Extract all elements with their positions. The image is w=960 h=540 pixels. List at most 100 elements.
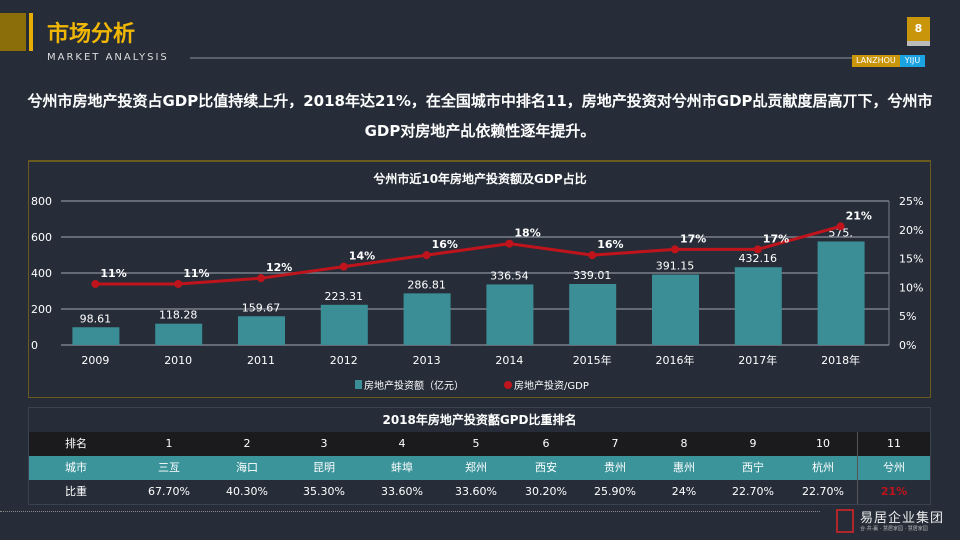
- ratio-cell: 25.90%: [594, 485, 636, 498]
- left-axis-tick: 200: [31, 303, 52, 316]
- x-axis-tick: 2012: [330, 354, 358, 367]
- city-cell: 杭州: [812, 461, 834, 474]
- line-point: [339, 262, 348, 271]
- line-point: [257, 274, 265, 283]
- header-divider: [190, 57, 920, 59]
- city-cell: 郑州: [465, 461, 487, 474]
- legend-line-swatch: [504, 381, 512, 389]
- bar: [72, 327, 120, 345]
- ranking-table: 2018年房地产投资嚭GPD比重排名 排名 1 2 3 4 5 6 7 8 9 10 11 城市 三亙 海…: [28, 407, 931, 505]
- city-cell: 惠州: [673, 461, 695, 474]
- rank-cell: 7: [611, 437, 619, 450]
- x-axis-tick: 2013: [413, 354, 441, 367]
- page-title: 市场分析: [47, 22, 136, 47]
- chart-panel: 兮州市近10年房地产投资额及GDP占比 0 200 400 600 800 0% 5% 10% 1…: [28, 160, 931, 398]
- rank-cell: 3: [320, 437, 328, 450]
- bar: [817, 241, 865, 345]
- legend-bar-label: 房地产投资额（亿元）: [364, 379, 464, 392]
- rank-cell: 10: [816, 437, 830, 450]
- bar-label: 575.: [828, 227, 853, 240]
- logo-text: 易居企业集团: [860, 511, 945, 526]
- line-point: [174, 279, 183, 288]
- bar-label: 391.15: [656, 260, 695, 273]
- city-cell: 西安: [535, 461, 557, 474]
- city-label: 城市: [65, 461, 87, 474]
- x-axis-tick: 2011: [247, 354, 275, 367]
- bar: [238, 316, 285, 345]
- line-label: 16%: [597, 238, 623, 251]
- right-axis-tick: 15%: [899, 253, 923, 266]
- city-cell: 西宁: [742, 461, 764, 474]
- footer-divider: [0, 511, 820, 512]
- right-axis-tick: 25%: [899, 195, 923, 208]
- table-row-ratio: 比重 67.70% 40.30% 35.30% 33.60% 33.60% 30.20% 25…: [29, 480, 930, 504]
- line-point: [671, 245, 679, 254]
- bar: [486, 284, 534, 345]
- bar-label: 159.67: [242, 301, 281, 314]
- line-label: 17%: [680, 232, 706, 245]
- city-cell: 兮州: [857, 456, 930, 480]
- x-axis-tick: 2015年: [573, 353, 612, 367]
- line-series: [95, 224, 842, 286]
- ratio-cell: 67.70%: [148, 485, 190, 498]
- rank-cell: 6: [542, 437, 550, 450]
- ratio-cell: 21%: [857, 480, 930, 504]
- legend-bar-swatch: [355, 380, 362, 389]
- right-axis-tick: 5%: [899, 310, 916, 323]
- line-point: [588, 251, 597, 260]
- brand-right: YIJU: [899, 55, 926, 67]
- ratio-cell: 33.60%: [381, 485, 423, 498]
- ratio-cell: 35.30%: [303, 485, 345, 498]
- bar: [652, 274, 699, 345]
- line-label: 16%: [432, 238, 458, 251]
- bar-label: 286.81: [407, 278, 446, 291]
- line-point: [836, 222, 845, 231]
- rank-cell: 9: [749, 437, 757, 450]
- ratio-cell: 22.70%: [802, 485, 844, 498]
- line-label: 11%: [183, 267, 209, 280]
- combo-chart: 兮州市近10年房地产投资额及GDP占比 0 200 400 600 800 0% 5% 10% 1…: [31, 171, 923, 392]
- rank-cell: 8: [680, 437, 688, 450]
- line-point: [422, 251, 431, 260]
- line-label: 21%: [846, 209, 872, 222]
- rank-label: 排名: [65, 437, 87, 450]
- right-axis-tick: 0%: [899, 339, 916, 352]
- ratio-cell: 30.20%: [525, 485, 567, 498]
- ratio-label: 比重: [65, 485, 87, 498]
- bar: [320, 304, 368, 345]
- line-label: 14%: [349, 250, 375, 263]
- bar-label: 336.54: [490, 269, 529, 282]
- brand-tag: LANZHOU YIJU: [852, 55, 926, 67]
- city-cell: 贵州: [604, 461, 626, 474]
- x-axis-tick: 2009: [81, 354, 109, 367]
- rank-cell: 4: [398, 437, 406, 450]
- ratio-cell: 33.60%: [455, 485, 497, 498]
- x-axis-tick: 2017年: [738, 353, 777, 367]
- line-label: 17%: [763, 232, 789, 245]
- bar-label: 98.61: [80, 312, 112, 325]
- page-number-underline: [907, 41, 930, 46]
- city-cell: 海口: [236, 461, 258, 474]
- x-axis-tick: 2018年: [821, 353, 860, 367]
- bar-label: 432.16: [739, 252, 778, 265]
- line-label: 18%: [514, 227, 540, 240]
- bar-label: 339.01: [573, 269, 612, 282]
- bar-label: 223.31: [325, 290, 364, 303]
- left-axis-tick: 400: [31, 267, 52, 280]
- city-cell: 蚌埠: [391, 461, 413, 474]
- ratio-cell: 24%: [671, 485, 697, 498]
- rank-cell: 2: [243, 437, 251, 450]
- right-axis-tick: 10%: [899, 281, 923, 294]
- page-number: 8: [907, 17, 930, 41]
- logo-subtext: 合·共·赢 · 慧居家园 · 慧居家园: [860, 526, 928, 532]
- line-point: [91, 279, 100, 288]
- table-title: 2018年房地产投资嚭GPD比重排名: [382, 413, 577, 427]
- right-axis-tick: 20%: [899, 224, 923, 237]
- x-axis-tick: 2010: [164, 354, 192, 367]
- city-cell: 昆明: [313, 461, 335, 474]
- ratio-cell: 40.30%: [226, 485, 268, 498]
- rank-cell: 11: [857, 432, 930, 456]
- left-axis-tick: 800: [31, 195, 52, 208]
- lead-text: 兮州市房地产投资占GDP比值持续上升，2018年达21%，在全国城市中排名11，…: [27, 92, 933, 140]
- left-axis-tick: 600: [31, 231, 52, 244]
